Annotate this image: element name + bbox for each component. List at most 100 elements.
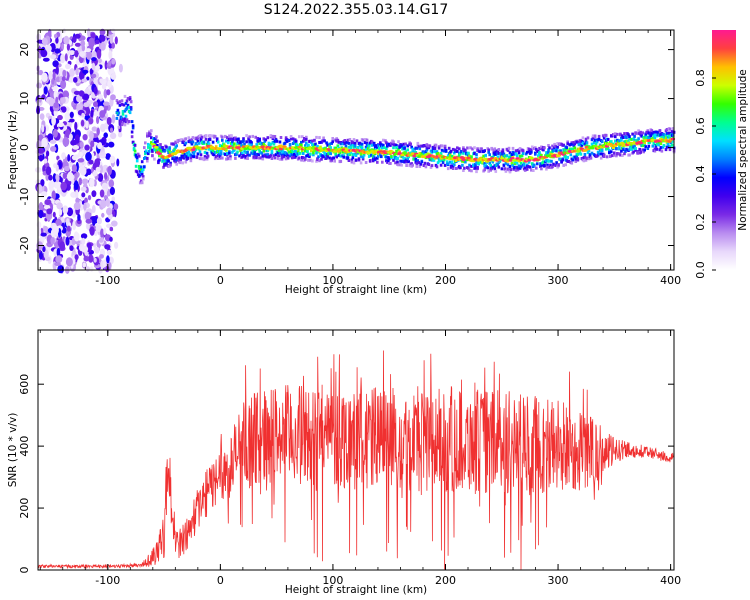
- spectrogram-cell: [424, 165, 428, 169]
- spectrogram-cell: [336, 138, 340, 142]
- spectrogram-cell: [496, 155, 500, 159]
- spectrogram-cell: [88, 37, 95, 48]
- spectrogram-cell: [258, 139, 261, 143]
- spectrogram-cell: [664, 148, 668, 152]
- spectrogram-cell: [148, 149, 151, 153]
- spectrogram-cell: [578, 148, 582, 152]
- spectrogram-cell: [58, 208, 63, 216]
- spectrogram-cell: [383, 153, 386, 157]
- spectrogram-cell: [318, 141, 321, 144]
- spectrogram-cell: [78, 90, 85, 97]
- spectrogram-cell: [114, 241, 119, 249]
- spectrogram-cell: [644, 145, 647, 149]
- spectrogram-cell: [43, 158, 48, 164]
- spectrogram-cell: [461, 163, 464, 167]
- spectrogram-cell: [199, 153, 203, 157]
- spectrogram-cell: [606, 146, 610, 150]
- spectrogram-cell: [267, 141, 271, 145]
- spectrogram-cell: [228, 134, 231, 138]
- spectrogram-cell: [235, 144, 238, 148]
- spectrogram-cell: [524, 152, 528, 156]
- spectrogram-cell: [181, 161, 184, 165]
- spectrogram-cell: [637, 129, 640, 133]
- spectrogram-cell: [627, 133, 630, 137]
- spectrogram-cell: [443, 144, 447, 148]
- spectrogram-cell: [350, 160, 354, 164]
- spectrogram-cell: [116, 158, 120, 167]
- spectrogram-cell: [38, 96, 42, 103]
- spectrogram-cell: [83, 202, 87, 211]
- spectrogram-cell: [612, 142, 615, 146]
- spectrogram-cell: [400, 163, 403, 167]
- spectrogram-cell: [339, 154, 343, 158]
- spectrogram-cell: [397, 148, 400, 151]
- spectrogram-cell: [91, 51, 97, 59]
- spectrogram-cell: [395, 144, 398, 148]
- spectrogram-cell: [157, 152, 162, 156]
- spectrogram-cell: [60, 80, 67, 90]
- spectrogram-cell: [419, 144, 423, 148]
- spectrogram-cell: [352, 138, 356, 142]
- spectrogram-cell: [591, 136, 595, 140]
- spectrogram-cell: [213, 135, 217, 139]
- spectrogram-cell: [73, 232, 80, 242]
- spectrogram-cell: [539, 147, 542, 151]
- spectrogram-cell: [493, 167, 497, 171]
- spectrogram-cell: [209, 147, 213, 150]
- spectrogram-cell: [575, 140, 579, 144]
- spectrogram-cell: [287, 139, 291, 142]
- spectrogram-cell: [50, 237, 55, 245]
- spectrogram-cell: [372, 155, 376, 159]
- spectrogram-cell: [566, 142, 569, 146]
- spectrogram-cell: [76, 94, 83, 103]
- spectrogram-cell: [135, 155, 139, 159]
- spectrogram-cell: [559, 158, 562, 162]
- spectrogram-cell: [336, 149, 341, 153]
- spectrogram-cell: [331, 137, 334, 140]
- spectrogram-cell: [494, 152, 498, 156]
- snr-x-axis-label: Height of straight line (km): [285, 584, 427, 596]
- spectrogram-cell: [173, 147, 176, 151]
- spectrogram-cell: [230, 136, 233, 140]
- spectrogram-cell: [467, 166, 470, 170]
- spectrogram-cell: [38, 69, 43, 76]
- spectrogram-cell: [78, 51, 86, 57]
- spectrogram-cell: [191, 140, 195, 144]
- spectrogram-cell: [85, 120, 89, 129]
- spectrogram-cell: [280, 153, 284, 157]
- spectrogram-cell: [85, 48, 92, 53]
- spectrogram-cell: [483, 157, 488, 161]
- spectrogram-cell: [570, 142, 574, 146]
- spectrogram-cell: [116, 108, 120, 112]
- spectrogram-cell: [586, 151, 590, 155]
- spectrogram-cell: [66, 43, 70, 51]
- spectrogram-cell: [468, 154, 471, 158]
- spectrogram-cell: [616, 152, 619, 155]
- spectrogram-cell: [493, 147, 497, 151]
- spectrogram-cell: [150, 129, 153, 133]
- spectrogram-cell: [632, 150, 635, 154]
- spectrogram-cell: [449, 149, 453, 153]
- spectrogram-cell: [312, 153, 315, 157]
- spectrogram-cell: [277, 149, 281, 153]
- spectrogram-cell: [247, 137, 250, 141]
- spectrogram-cell: [403, 157, 406, 160]
- spectrogram-cell: [530, 150, 533, 154]
- spectrogram-cell: [260, 151, 264, 155]
- spectrogram-cell: [250, 143, 253, 147]
- spectrogram-cell: [217, 156, 221, 160]
- spectrogram-cell: [300, 143, 303, 147]
- spectrogram-cell: [276, 156, 280, 160]
- spectrogram-cell: [49, 139, 57, 144]
- spectrogram-cell: [525, 150, 529, 154]
- spectrogram-cell: [300, 140, 303, 144]
- spectrogram-cell: [611, 154, 614, 158]
- spectrogram-cell: [483, 168, 486, 172]
- spectrogram-cell: [251, 134, 254, 138]
- spectrogram-cell: [385, 141, 388, 145]
- spectrogram-cell: [109, 34, 114, 44]
- spectrogram-cell: [61, 106, 67, 113]
- spectrogram-cell: [65, 236, 70, 246]
